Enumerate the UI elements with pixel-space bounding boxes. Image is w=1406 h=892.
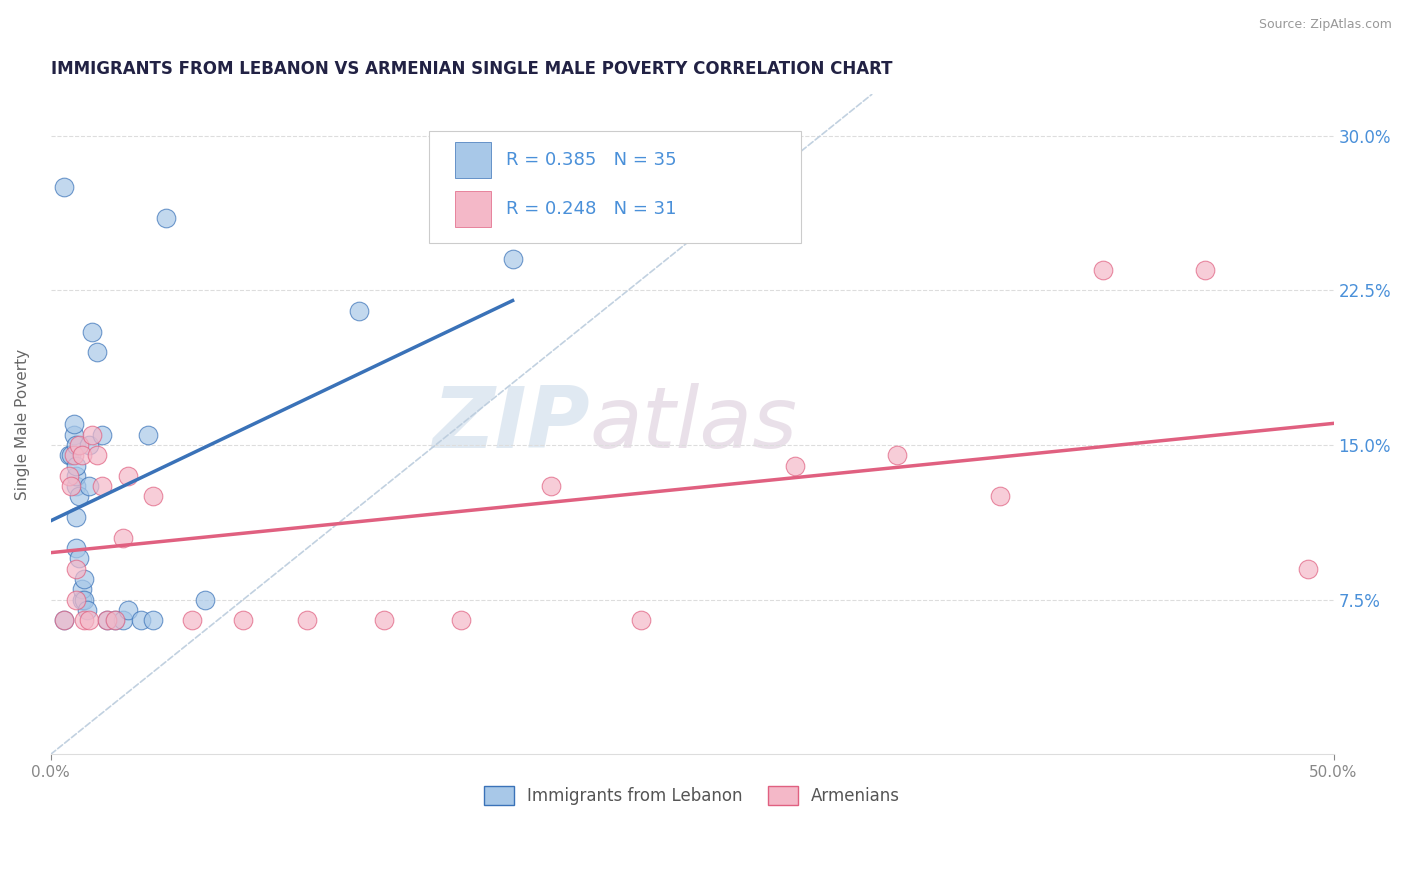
Point <box>297 613 319 627</box>
Point <box>111 531 134 545</box>
Point <box>142 490 165 504</box>
Point <box>60 479 83 493</box>
Point <box>450 613 472 627</box>
Legend: Immigrants from Lebanon, Armenians: Immigrants from Lebanon, Armenians <box>478 780 907 812</box>
Point <box>65 438 87 452</box>
Point <box>80 427 103 442</box>
Point <box>52 613 75 627</box>
Point <box>52 180 75 194</box>
Point <box>65 541 87 555</box>
Point <box>67 490 90 504</box>
Point <box>76 603 98 617</box>
Point <box>86 345 108 359</box>
Point <box>70 582 93 597</box>
Point <box>70 448 93 462</box>
Point <box>80 325 103 339</box>
FancyBboxPatch shape <box>456 142 491 178</box>
Point <box>142 613 165 627</box>
Point <box>63 417 86 432</box>
Text: R = 0.385   N = 35: R = 0.385 N = 35 <box>506 152 676 169</box>
Point <box>502 252 524 267</box>
Point <box>540 479 562 493</box>
Point <box>65 510 87 524</box>
Point <box>373 613 395 627</box>
Point <box>1296 561 1319 575</box>
Point <box>91 479 114 493</box>
Point <box>65 561 87 575</box>
Text: IMMIGRANTS FROM LEBANON VS ARMENIAN SINGLE MALE POVERTY CORRELATION CHART: IMMIGRANTS FROM LEBANON VS ARMENIAN SING… <box>51 60 893 78</box>
Point <box>104 613 127 627</box>
Point <box>347 304 370 318</box>
Point <box>79 438 101 452</box>
Point <box>60 448 83 462</box>
Point <box>783 458 806 473</box>
Point <box>67 438 90 452</box>
Point <box>73 613 96 627</box>
Text: atlas: atlas <box>589 383 797 466</box>
Text: Source: ZipAtlas.com: Source: ZipAtlas.com <box>1258 18 1392 31</box>
Point <box>988 490 1011 504</box>
Text: R = 0.248   N = 31: R = 0.248 N = 31 <box>506 200 676 218</box>
Point <box>232 613 254 627</box>
Point <box>136 427 159 442</box>
Point <box>91 427 114 442</box>
Point <box>65 468 87 483</box>
Point <box>58 468 80 483</box>
Point <box>86 448 108 462</box>
Point <box>67 551 90 566</box>
Point <box>65 592 87 607</box>
Text: ZIP: ZIP <box>432 383 589 466</box>
Point <box>194 592 217 607</box>
Point <box>1194 262 1216 277</box>
Point <box>886 448 908 462</box>
Point <box>111 613 134 627</box>
Point <box>63 448 86 462</box>
Point <box>52 613 75 627</box>
Point <box>79 613 101 627</box>
Point <box>630 613 652 627</box>
Point <box>73 592 96 607</box>
Y-axis label: Single Male Poverty: Single Male Poverty <box>15 349 30 500</box>
Point <box>73 572 96 586</box>
Point <box>65 458 87 473</box>
Point <box>117 603 139 617</box>
Point <box>63 427 86 442</box>
FancyBboxPatch shape <box>456 191 491 227</box>
Point <box>79 479 101 493</box>
Point <box>96 613 118 627</box>
Point <box>155 211 177 226</box>
Point <box>96 613 118 627</box>
Point <box>70 592 93 607</box>
Point <box>104 613 127 627</box>
Point <box>181 613 204 627</box>
Point <box>117 468 139 483</box>
Point <box>58 448 80 462</box>
FancyBboxPatch shape <box>429 131 801 243</box>
Point <box>65 479 87 493</box>
Point <box>1091 262 1114 277</box>
Point <box>129 613 152 627</box>
